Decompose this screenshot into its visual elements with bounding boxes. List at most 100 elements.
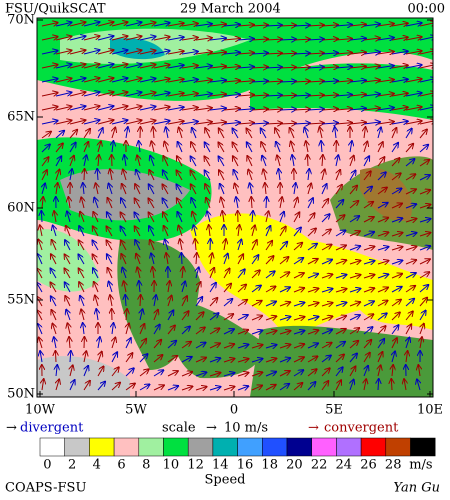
wind-arrow: [223, 359, 234, 362]
wind-arrow: [97, 382, 105, 391]
wind-arrows: [37, 22, 433, 391]
wind-arrow: [405, 247, 416, 250]
wind-arrow: [153, 79, 170, 82]
wind-arrow: [363, 301, 374, 307]
wind-arrow: [195, 372, 206, 376]
wind-arrow: [209, 343, 220, 349]
wind-arrow: [40, 351, 42, 363]
wind-arrow: [204, 157, 211, 167]
wind-arrow: [377, 122, 394, 124]
wind-arrow: [232, 142, 239, 153]
wind-arrow: [83, 323, 84, 335]
wind-arrow: [419, 175, 430, 181]
wind-arrow: [139, 92, 156, 96]
wind-arrow: [279, 331, 291, 334]
wind-arrow: [364, 127, 365, 139]
wind-arrow: [195, 387, 206, 390]
wind-arrow: [377, 157, 384, 167]
wind-arrow: [149, 170, 155, 181]
colorbar-label: 0: [43, 458, 51, 473]
wind-arrow: [151, 141, 154, 153]
wind-arrow: [111, 78, 128, 83]
wind-arrow: [363, 94, 380, 96]
wind-arrow: [41, 121, 58, 124]
wind-arrow: [405, 219, 416, 222]
wind-arrow: [405, 260, 416, 264]
wind-arrow: [195, 52, 212, 54]
wind-arrow: [182, 267, 183, 279]
wind-arrow: [37, 310, 43, 321]
color-swatch: [410, 437, 436, 457]
wind-arrow: [321, 289, 332, 292]
wind-arrow: [205, 170, 211, 181]
wind-arrow: [391, 233, 402, 236]
wind-arrow: [377, 80, 394, 82]
wind-arrow: [55, 36, 72, 41]
wind-arrow: [125, 78, 142, 83]
wind-arrow: [154, 295, 156, 307]
wind-arrow: [336, 170, 340, 181]
wind-arrow: [251, 67, 268, 68]
wind-arrow: [238, 225, 239, 237]
wind-arrow: [139, 324, 144, 335]
wind-arrow: [234, 170, 239, 181]
wind-arrow: [195, 80, 212, 82]
wind-arrow: [83, 64, 100, 69]
wind-arrow: [83, 183, 84, 195]
wind-arrow: [363, 275, 374, 278]
wind-arrow: [136, 254, 140, 265]
wind-arrow: [223, 344, 234, 348]
wind-arrow: [167, 341, 176, 349]
wind-arrow: [377, 261, 388, 264]
wind-arrow: [55, 78, 72, 83]
wind-arrow: [349, 341, 358, 349]
wind-arrow: [167, 51, 184, 54]
wind-arrow: [363, 353, 370, 363]
color-swatch: [360, 437, 387, 457]
wind-arrow: [55, 351, 56, 363]
wind-arrow: [405, 189, 416, 195]
wind-arrow: [78, 255, 85, 265]
wind-arrow: [163, 198, 169, 209]
wind-arrow: [196, 253, 197, 265]
wind-arrow: [111, 106, 128, 111]
divergent-arrow: →: [6, 421, 17, 436]
wind-arrow: [177, 212, 183, 223]
wind-arrow: [195, 122, 212, 124]
wind-arrow: [363, 246, 374, 250]
wind-arrow: [95, 295, 98, 307]
wind-arrow: [349, 38, 366, 40]
wind-arrow: [391, 121, 408, 124]
wind-arrow: [279, 39, 296, 40]
wind-arrow: [195, 343, 206, 349]
wind-arrow: [279, 25, 296, 26]
wind-arrow: [251, 372, 262, 376]
wind-arrow: [69, 143, 76, 153]
wind-arrow: [209, 108, 226, 110]
wind-arrow: [139, 369, 149, 377]
wind-arrow: [251, 345, 262, 348]
wind-arrow: [139, 354, 148, 363]
wind-arrow: [265, 95, 282, 96]
wind-arrow: [52, 324, 56, 335]
wind-arrow: [377, 274, 388, 278]
wind-arrow: [67, 211, 70, 223]
wind-arrow: [335, 67, 352, 68]
wind-arrow: [219, 156, 225, 167]
wind-arrow: [106, 226, 113, 237]
wind-arrow: [377, 94, 394, 96]
wind-arrow: [164, 226, 169, 237]
color-swatch: [39, 437, 65, 457]
wind-arrow: [405, 233, 417, 236]
wind-arrow: [293, 243, 302, 251]
wind-arrow: [265, 183, 266, 195]
wind-arrow: [406, 351, 408, 363]
color-swatch: [64, 437, 90, 457]
wind-arrow: [195, 38, 212, 40]
wind-arrow: [265, 109, 282, 110]
wind-arrow: [266, 197, 267, 209]
wind-arrow: [419, 259, 430, 265]
wind-arrow: [139, 141, 140, 153]
wind-arrow: [41, 170, 47, 181]
wind-arrow: [307, 123, 324, 124]
